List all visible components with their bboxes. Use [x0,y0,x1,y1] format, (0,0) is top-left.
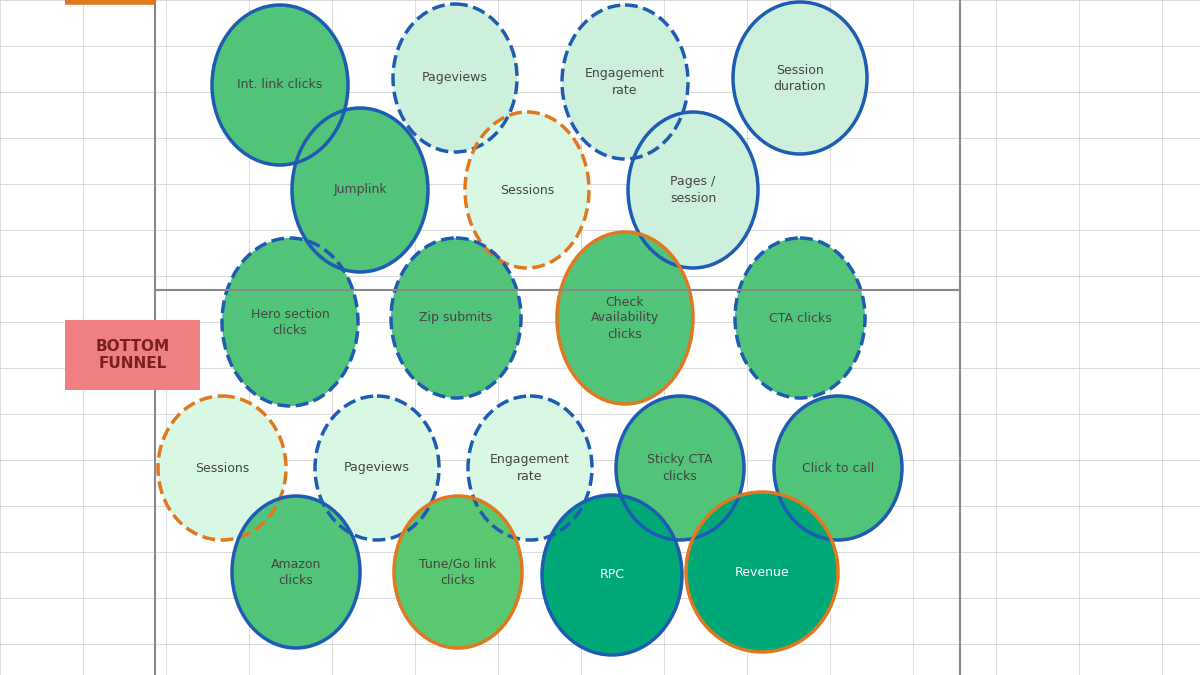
Text: Engagement
rate: Engagement rate [490,454,570,483]
Ellipse shape [616,396,744,540]
Text: Engagement
rate: Engagement rate [586,68,665,97]
Text: CTA clicks: CTA clicks [769,311,832,325]
FancyBboxPatch shape [65,320,200,390]
Ellipse shape [394,4,517,152]
Ellipse shape [222,238,358,406]
Ellipse shape [468,396,592,540]
Text: Session
duration: Session duration [774,63,827,92]
Text: Amazon
clicks: Amazon clicks [271,558,322,587]
Text: Hero section
clicks: Hero section clicks [251,308,329,337]
Ellipse shape [774,396,902,540]
Text: Pages /
session: Pages / session [670,176,716,205]
Text: Zip submits: Zip submits [420,311,492,325]
Ellipse shape [391,238,521,398]
Text: Sessions: Sessions [500,184,554,196]
Ellipse shape [562,5,688,159]
Text: Sessions: Sessions [194,462,250,475]
Ellipse shape [628,112,758,268]
Text: Revenue: Revenue [734,566,790,578]
Ellipse shape [314,396,439,540]
Ellipse shape [394,496,522,648]
Ellipse shape [734,238,865,398]
Ellipse shape [232,496,360,648]
Ellipse shape [158,396,286,540]
Ellipse shape [466,112,589,268]
Text: Pageviews: Pageviews [422,72,488,84]
Text: Click to call: Click to call [802,462,874,475]
Text: BOTTOM
FUNNEL: BOTTOM FUNNEL [96,339,169,371]
Ellipse shape [212,5,348,165]
Text: Sticky CTA
clicks: Sticky CTA clicks [647,454,713,483]
Ellipse shape [292,108,428,272]
Ellipse shape [686,492,838,652]
Text: Int. link clicks: Int. link clicks [238,78,323,92]
Text: RPC: RPC [600,568,624,581]
Text: Pageviews: Pageviews [344,462,410,475]
Text: Check
Availability
clicks: Check Availability clicks [590,296,659,340]
Ellipse shape [542,495,682,655]
Ellipse shape [557,232,694,404]
Text: Jumplink: Jumplink [334,184,386,196]
Text: Tune/Go link
clicks: Tune/Go link clicks [420,558,497,587]
Ellipse shape [733,2,866,154]
